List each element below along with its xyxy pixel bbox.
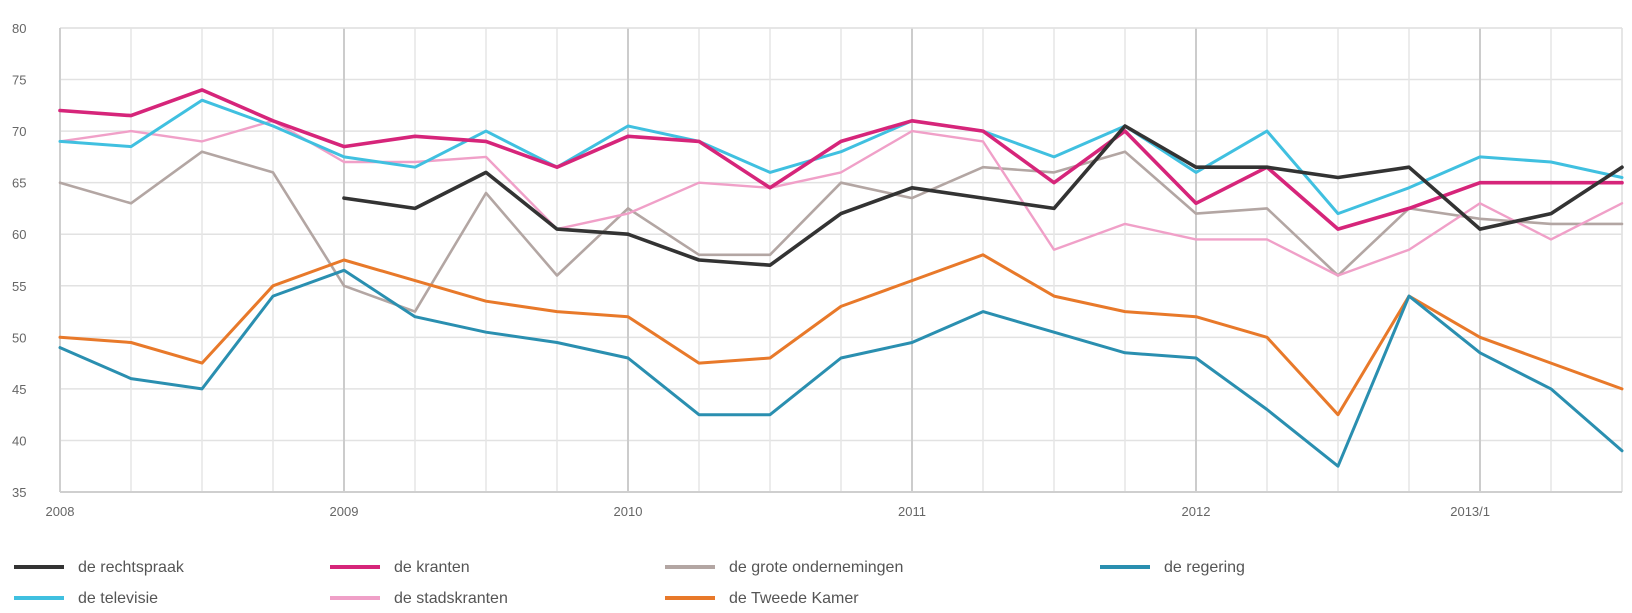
y-tick-label: 60 [12, 227, 26, 242]
x-tick-label: 2009 [330, 504, 359, 519]
y-tick-label: 70 [12, 124, 26, 139]
series-line [58, 253, 1624, 417]
y-tick-label: 55 [12, 279, 26, 294]
x-axis: 2008 2009 2010 2011 2012 2013/1 [46, 504, 1490, 519]
x-tick-label: 2013/1 [1450, 504, 1490, 519]
legend-label: de Tweede Kamer [729, 590, 859, 607]
legend-label: de kranten [394, 559, 470, 576]
y-tick-label: 65 [12, 176, 26, 191]
x-tick-label: 2012 [1182, 504, 1211, 519]
y-tick-label: 50 [12, 330, 26, 345]
y-tick-label: 45 [12, 382, 26, 397]
chart-series [58, 88, 1624, 468]
series-line [58, 150, 1624, 313]
x-tick-label: 2011 [898, 504, 926, 519]
series-line [342, 124, 1624, 267]
legend-label: de televisie [78, 590, 158, 607]
chart-legend: de rechtspraak de kranten de grote onderne… [14, 559, 1245, 607]
y-tick-label: 40 [12, 433, 26, 448]
series-line [58, 268, 1624, 468]
y-tick-label: 75 [12, 73, 26, 88]
x-tick-label: 2008 [46, 504, 75, 519]
legend-label: de stadskranten [394, 590, 508, 607]
series-line [58, 119, 1624, 277]
legend-label: de grote ondernemingen [729, 559, 903, 576]
y-tick-label: 35 [12, 485, 26, 500]
y-axis: 35 40 45 50 55 60 65 70 75 80 [12, 21, 26, 500]
chart-grid [59, 27, 1623, 493]
legend-label: de rechtspraak [78, 559, 185, 576]
legend-label: de regering [1164, 559, 1245, 576]
x-tick-label: 2010 [614, 504, 643, 519]
y-tick-label: 80 [12, 21, 26, 36]
series-line [58, 88, 1624, 231]
series-line [58, 98, 1624, 216]
